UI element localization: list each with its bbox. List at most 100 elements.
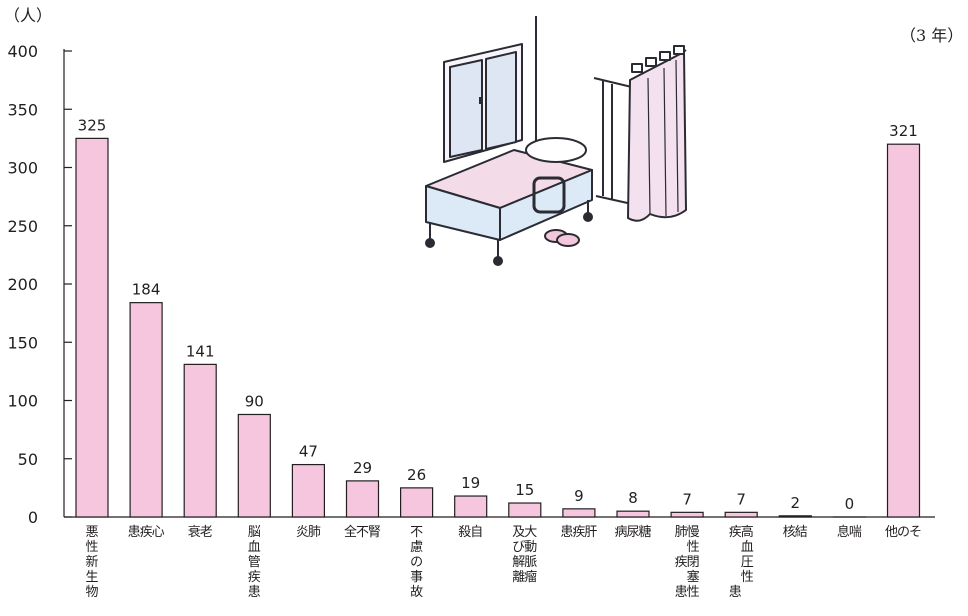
category-label-char: 悪 bbox=[85, 525, 98, 540]
data-label: 7 bbox=[682, 490, 692, 508]
category-label-char: 管 bbox=[248, 555, 261, 570]
category-label-char: 肺 bbox=[675, 525, 688, 540]
y-tick-label: 50 bbox=[18, 450, 38, 469]
bar bbox=[183, 363, 217, 518]
category-label-char: 瘤 bbox=[524, 569, 537, 585]
category-label-char: 核 bbox=[783, 525, 796, 540]
category-label-char: 性 bbox=[741, 570, 754, 585]
category-label-char: 患 bbox=[729, 585, 742, 600]
bar bbox=[724, 511, 758, 518]
category-label-char: 大 bbox=[524, 525, 537, 540]
category-label-char: 疾 bbox=[675, 555, 688, 570]
category-label-char: 事 bbox=[410, 570, 423, 585]
category-label-char: 動 bbox=[524, 540, 537, 555]
category-label-char: 心 bbox=[152, 525, 165, 540]
data-label: 90 bbox=[245, 392, 264, 410]
category-label-char: 性 bbox=[687, 585, 700, 600]
category-label-char: 患 bbox=[248, 585, 261, 600]
category-label-char: 疾 bbox=[248, 570, 261, 585]
category-label-char: 炎 bbox=[296, 525, 309, 540]
bar bbox=[670, 511, 704, 518]
bar bbox=[562, 508, 596, 518]
data-label: 47 bbox=[299, 443, 318, 461]
y-tick-label: 250 bbox=[7, 217, 38, 236]
category-label-char: 圧 bbox=[741, 555, 754, 570]
category-label-char: 自 bbox=[470, 525, 483, 540]
category-label-char: 結 bbox=[795, 525, 808, 540]
category-label-char: 息 bbox=[837, 524, 850, 540]
bar bbox=[778, 515, 812, 518]
bar bbox=[616, 510, 650, 518]
category-label-char: 疾 bbox=[729, 525, 742, 540]
y-tick-label: 300 bbox=[7, 159, 38, 178]
data-label: 19 bbox=[461, 474, 480, 492]
category-label-char: 全 bbox=[344, 524, 357, 540]
year-note: （3 年） bbox=[900, 26, 964, 45]
category-label-char: 老 bbox=[200, 525, 213, 540]
bar bbox=[237, 413, 271, 518]
category-label-char: 不 bbox=[410, 525, 423, 540]
data-label: 325 bbox=[78, 116, 107, 134]
y-tick-label: 150 bbox=[7, 333, 38, 352]
data-label: 321 bbox=[889, 122, 918, 140]
category-label-char: び bbox=[512, 540, 525, 555]
category-label-char: 喘 bbox=[849, 524, 862, 540]
category-label-char: 慮 bbox=[410, 540, 423, 555]
y-tick-label: 350 bbox=[7, 100, 38, 119]
data-label: 9 bbox=[574, 487, 584, 505]
category-label-char: 性 bbox=[85, 540, 98, 555]
category-label-char: 腎 bbox=[368, 525, 381, 540]
category-label-char: 不 bbox=[356, 525, 369, 540]
category-label-char: 故 bbox=[410, 585, 423, 600]
data-label: 29 bbox=[353, 459, 372, 477]
y-tick-label: 100 bbox=[7, 392, 38, 411]
category-label-char: 血 bbox=[248, 540, 261, 555]
category-label-char: 離 bbox=[512, 570, 525, 585]
bar bbox=[454, 495, 488, 518]
bar bbox=[75, 137, 109, 518]
category-label-char: 閉 bbox=[687, 555, 700, 570]
category-label-char: 衰 bbox=[188, 524, 201, 540]
category-label-char: 塞 bbox=[687, 569, 700, 585]
category-label-char: そ bbox=[909, 525, 922, 540]
category-label-char: 血 bbox=[741, 540, 754, 555]
category-label-char: 高 bbox=[741, 524, 754, 540]
bar bbox=[129, 302, 163, 518]
category-label-char: 殺 bbox=[458, 525, 471, 540]
data-label: 184 bbox=[132, 281, 161, 299]
category-label-char: 疾 bbox=[140, 525, 153, 540]
category-label-char: 他 bbox=[885, 525, 898, 540]
category-label-char: 新 bbox=[85, 554, 98, 570]
y-tick-label: 400 bbox=[7, 42, 38, 61]
category-label-char: 患 bbox=[560, 525, 573, 540]
data-label: 2 bbox=[791, 494, 801, 512]
data-label: 26 bbox=[407, 466, 426, 484]
y-tick-label: 0 bbox=[28, 508, 38, 527]
category-label-char: 肝 bbox=[584, 525, 597, 540]
category-label-char: の bbox=[410, 555, 423, 570]
category-label-char: の bbox=[897, 525, 910, 540]
data-label: 8 bbox=[628, 489, 638, 507]
y-axis-unit-label: （人） bbox=[4, 6, 53, 25]
bar bbox=[886, 143, 921, 518]
hospital-bed-icon bbox=[425, 16, 687, 266]
bar bbox=[508, 502, 542, 518]
category-label-char: 疾 bbox=[572, 525, 585, 540]
category-label-char: 患 bbox=[675, 585, 688, 600]
y-tick-label: 200 bbox=[7, 275, 38, 294]
data-label: 7 bbox=[736, 490, 746, 508]
data-label: 15 bbox=[515, 481, 534, 499]
category-label-char: 及 bbox=[512, 525, 525, 540]
category-label-char: 性 bbox=[687, 540, 700, 555]
category-label-char: 解 bbox=[512, 555, 525, 570]
bar bbox=[400, 487, 434, 518]
category-label-char: 脈 bbox=[524, 555, 537, 570]
category-label-char: 慢 bbox=[687, 524, 700, 540]
category-label-char: 病 bbox=[614, 525, 627, 540]
bar bbox=[345, 480, 380, 518]
bar bbox=[291, 463, 325, 518]
category-label-char: 生 bbox=[85, 570, 98, 585]
category-label-char: 糖 bbox=[638, 524, 651, 540]
category-label-char: 肺 bbox=[308, 525, 321, 540]
